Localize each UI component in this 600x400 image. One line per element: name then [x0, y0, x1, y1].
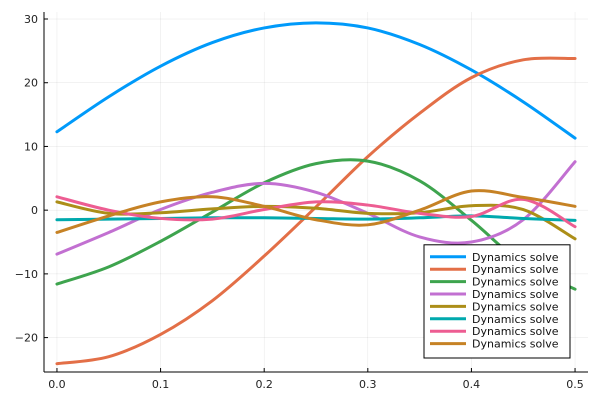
legend-label-7: Dynamics solve: [472, 325, 559, 338]
axes: [43, 12, 588, 373]
y-tick-label: 30: [24, 13, 38, 26]
tick-labels: 0.0 0.1 0.2 0.3 0.4 0.5 −20 −10 0 10 20 30: [15, 13, 584, 391]
legend-label-2: Dynamics solve: [472, 263, 559, 276]
y-tick-label: 0: [31, 204, 38, 217]
legend-label-8: Dynamics solve: [472, 338, 559, 351]
series-line-5: [55, 200, 577, 241]
series-lines: [55, 21, 577, 366]
series-line-8: [55, 189, 577, 234]
grid: [44, 12, 588, 372]
legend-label-5: Dynamics solve: [472, 300, 559, 313]
legend-label-6: Dynamics solve: [472, 313, 559, 326]
series-line-3: [55, 158, 577, 291]
y-tick-label: 10: [24, 140, 38, 153]
legend-box: [423, 244, 571, 359]
x-tick-label: 0.4: [463, 378, 481, 391]
series-line-7: [55, 195, 577, 229]
legend-label-1: Dynamics solve: [472, 251, 559, 264]
x-tick-label: 0.2: [255, 378, 273, 391]
y-tick-label: −10: [15, 268, 38, 281]
series-line-1: [55, 21, 577, 140]
x-tick-label: 0.5: [566, 378, 584, 391]
y-tick-label: 20: [24, 77, 38, 90]
legend-label-3: Dynamics solve: [472, 276, 559, 289]
x-tick-label: 0.1: [152, 378, 170, 391]
legend-label-4: Dynamics solve: [472, 288, 559, 301]
x-tick-label: 0.3: [359, 378, 377, 391]
x-tick-label: 0.0: [48, 378, 66, 391]
y-tick-label: −20: [15, 332, 38, 345]
